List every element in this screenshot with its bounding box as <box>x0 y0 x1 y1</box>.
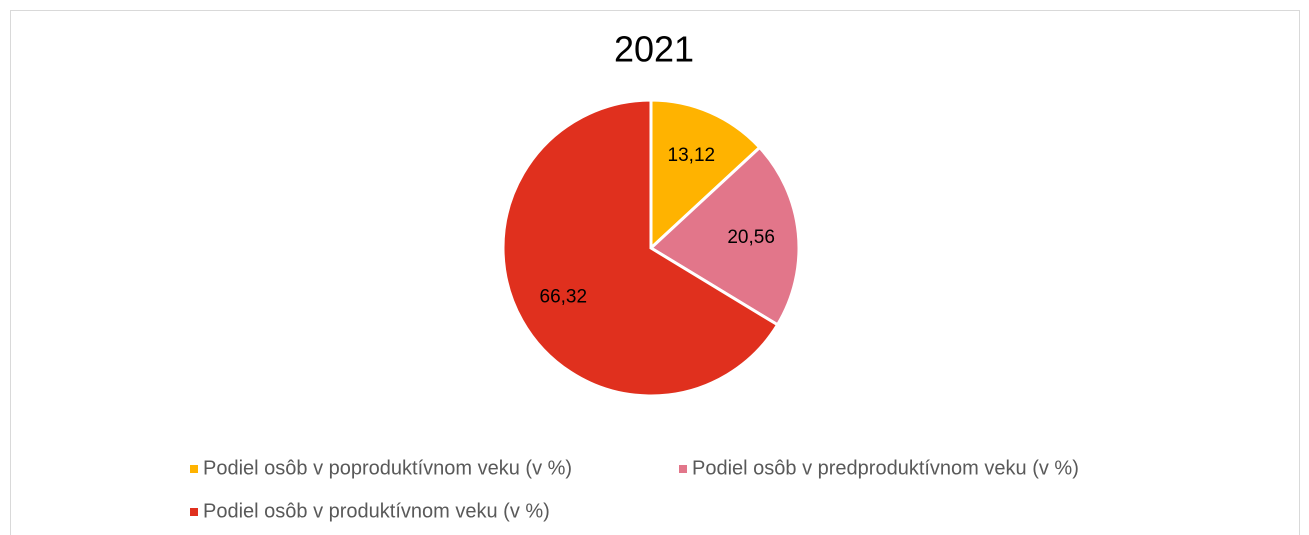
legend-label: Podiel osôb v produktívnom veku (v %) <box>203 500 550 522</box>
legend-label: Podiel osôb v predproduktívnom veku (v %… <box>692 457 1079 479</box>
pie-slice <box>648 145 801 327</box>
pie-slice <box>501 98 780 398</box>
chart-title: 2021 <box>614 29 694 70</box>
legend-swatch <box>679 465 687 473</box>
data-label: 66,32 <box>540 286 588 307</box>
data-label: 13,12 <box>668 145 716 166</box>
pie-slice <box>649 98 762 252</box>
legend-swatch <box>190 508 198 516</box>
legend-swatch <box>190 465 198 473</box>
data-label: 20,56 <box>727 227 775 248</box>
legend-label: Podiel osôb v poproduktívnom veku (v %) <box>203 457 572 479</box>
